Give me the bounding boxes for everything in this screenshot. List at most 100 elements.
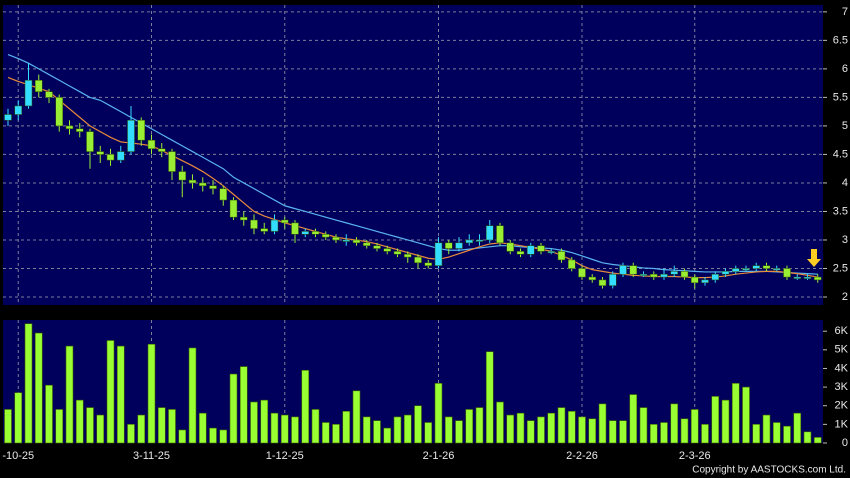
volume-bar bbox=[619, 420, 627, 444]
candle-body bbox=[117, 151, 125, 161]
volume-bar bbox=[270, 412, 279, 444]
volume-bar bbox=[783, 425, 791, 444]
candle-body bbox=[229, 199, 238, 218]
y-tick-label: 2 bbox=[842, 291, 848, 303]
y-tick-label: 4.5 bbox=[833, 148, 848, 160]
candle-body bbox=[424, 262, 432, 266]
price-panel bbox=[3, 5, 823, 305]
y-tick-label: 3K bbox=[835, 381, 849, 393]
volume-bar bbox=[639, 407, 648, 444]
volume-bar bbox=[188, 347, 197, 444]
volume-bar bbox=[803, 431, 812, 444]
candle-body bbox=[783, 268, 791, 278]
volume-bar bbox=[557, 407, 566, 444]
candle-body bbox=[322, 234, 330, 238]
y-tick-label: 3.5 bbox=[833, 205, 848, 217]
candle-body bbox=[732, 268, 740, 272]
candle-body bbox=[363, 242, 371, 246]
volume-bar bbox=[239, 366, 248, 444]
candle-body bbox=[578, 268, 586, 278]
candle-body bbox=[250, 219, 258, 229]
candle-body bbox=[568, 259, 576, 269]
volume-bar bbox=[321, 422, 330, 444]
candle-body bbox=[691, 276, 699, 284]
volume-bar bbox=[752, 424, 761, 444]
candle-body bbox=[404, 253, 412, 258]
candle-body bbox=[762, 265, 771, 269]
candle-body bbox=[506, 242, 514, 252]
volume-bar bbox=[598, 403, 607, 444]
volume-bar bbox=[660, 422, 668, 444]
volume-bar bbox=[137, 414, 146, 444]
candle-body bbox=[168, 151, 176, 172]
volume-bar bbox=[14, 392, 23, 444]
candle-body bbox=[65, 125, 74, 130]
candle-body bbox=[619, 265, 627, 275]
volume-bar bbox=[147, 343, 156, 444]
candle-body bbox=[465, 239, 473, 244]
volume-panel bbox=[3, 320, 823, 443]
candle-body bbox=[486, 225, 494, 241]
candle-body bbox=[598, 279, 607, 286]
volume-bar bbox=[34, 332, 43, 444]
volume-bar bbox=[772, 422, 781, 444]
candle-body bbox=[701, 279, 709, 284]
volume-bar bbox=[403, 414, 412, 444]
candle-body bbox=[373, 245, 381, 249]
candle-body bbox=[14, 105, 22, 115]
y-tick-label: 6 bbox=[842, 63, 848, 75]
candle-body bbox=[342, 239, 350, 242]
candle-body bbox=[209, 185, 217, 189]
candle-body bbox=[650, 273, 658, 278]
volume-bar bbox=[168, 409, 176, 444]
volume-bar bbox=[465, 409, 474, 444]
candle-body bbox=[219, 188, 227, 201]
candle-body bbox=[393, 251, 402, 255]
volume-bar bbox=[424, 422, 433, 444]
candle-body bbox=[311, 231, 320, 235]
volume-bar bbox=[813, 437, 822, 444]
candle-body bbox=[742, 268, 750, 271]
candle-body bbox=[96, 151, 104, 155]
x-tick-label: 1-12-25 bbox=[266, 450, 304, 462]
volume-bar bbox=[680, 418, 689, 444]
volume-bar bbox=[608, 420, 617, 444]
volume-bar bbox=[701, 424, 709, 444]
y-tick-label: 4K bbox=[835, 362, 849, 374]
volume-bar bbox=[742, 386, 750, 444]
candle-body bbox=[752, 265, 760, 269]
volume-bar bbox=[649, 424, 658, 444]
candle-body bbox=[773, 268, 781, 271]
candle-body bbox=[660, 273, 668, 278]
y-tick-label: 6.5 bbox=[833, 34, 848, 46]
volume-bar bbox=[75, 399, 84, 444]
y-tick-label: 0 bbox=[842, 437, 848, 449]
candle-body bbox=[188, 179, 197, 184]
candle-body bbox=[4, 114, 12, 121]
volume-bar bbox=[55, 409, 64, 444]
volume-bar bbox=[96, 414, 105, 444]
volume-bar bbox=[537, 416, 545, 444]
x-tick-label: 2-2-26 bbox=[566, 450, 598, 462]
volume-bar bbox=[116, 345, 125, 444]
volume-bar bbox=[526, 420, 535, 444]
volume-bar bbox=[485, 351, 494, 444]
candle-body bbox=[240, 216, 248, 221]
candle-body bbox=[291, 222, 299, 235]
candle-body bbox=[147, 139, 156, 149]
volume-bar bbox=[516, 412, 525, 444]
volume-bar bbox=[260, 399, 269, 444]
y-tick-label: 7 bbox=[842, 6, 848, 18]
volume-bar bbox=[711, 396, 720, 444]
volume-bar bbox=[86, 407, 94, 444]
volume-bar bbox=[588, 418, 597, 444]
candle-body bbox=[281, 219, 289, 224]
volume-bar bbox=[65, 345, 74, 444]
volume-bar bbox=[629, 394, 638, 444]
volume-bar bbox=[547, 412, 556, 444]
x-tick-label: 2-1-26 bbox=[423, 450, 455, 462]
x-tick-label: 3-11-25 bbox=[133, 450, 170, 462]
x-tick-label: -10-25 bbox=[2, 450, 34, 462]
x-tick-label: 2-3-26 bbox=[679, 450, 711, 462]
